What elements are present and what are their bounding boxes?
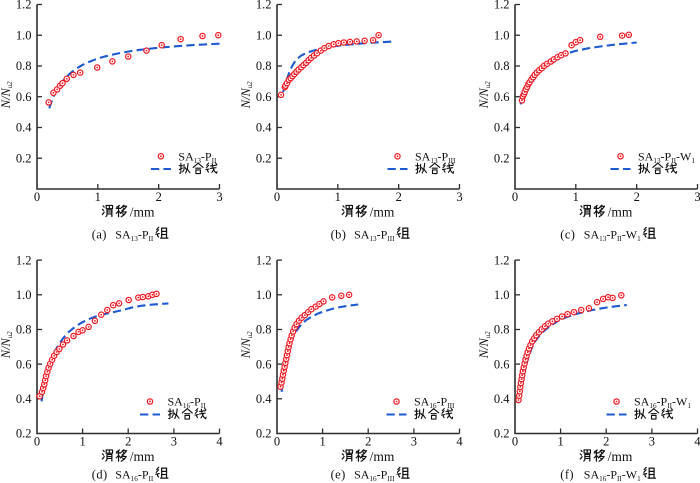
svg-text:0: 0: [34, 435, 40, 449]
svg-text:0.8: 0.8: [256, 59, 272, 73]
svg-text:(f): (f): [560, 468, 574, 482]
svg-text:2: 2: [634, 190, 640, 204]
svg-text:0.8: 0.8: [494, 323, 510, 337]
svg-text:/mm: /mm: [370, 449, 395, 464]
svg-text:1.0: 1.0: [256, 29, 272, 43]
svg-text:1: 1: [557, 435, 563, 449]
svg-text:0.8: 0.8: [16, 59, 32, 73]
svg-text:0.6: 0.6: [16, 90, 32, 104]
svg-text:0: 0: [512, 435, 518, 449]
svg-text:0: 0: [274, 190, 280, 204]
svg-text:0.8: 0.8: [16, 323, 32, 337]
svg-text:/mm: /mm: [608, 205, 633, 220]
svg-text:0.6: 0.6: [256, 90, 272, 104]
svg-text:(e): (e): [331, 468, 346, 482]
svg-text:0.4: 0.4: [16, 392, 32, 406]
svg-text:3: 3: [171, 435, 177, 449]
svg-text:(d): (d): [92, 468, 108, 482]
svg-text:SA13​-PIII​: SA13​-PIII​: [354, 228, 395, 243]
svg-text:SA16​-PII​-W1​: SA16​-PII​-W1​: [584, 468, 641, 483]
svg-text:1.2: 1.2: [494, 253, 510, 267]
svg-text:0.4: 0.4: [16, 121, 32, 135]
svg-text:1: 1: [573, 190, 579, 204]
svg-text:0: 0: [274, 435, 280, 449]
svg-text:1.2: 1.2: [256, 0, 272, 12]
svg-text:(b): (b): [331, 228, 347, 242]
svg-text:SA13​-PII​-W1​: SA13​-PII​-W1​: [584, 228, 641, 243]
svg-text:SA13​-PII​-W1​: SA13​-PII​-W1​: [638, 150, 695, 165]
svg-text:0.6: 0.6: [494, 90, 510, 104]
svg-text:0.8: 0.8: [256, 323, 272, 337]
svg-text:0.4: 0.4: [494, 121, 510, 135]
svg-text:SA16​-PII​-W1​: SA16​-PII​-W1​: [634, 395, 691, 410]
svg-text:SA16​-PIII​: SA16​-PIII​: [354, 468, 395, 483]
svg-text:0.6: 0.6: [494, 357, 510, 371]
svg-text:SA16​-PIII​: SA16​-PIII​: [414, 395, 455, 410]
svg-text:/mm: /mm: [608, 449, 633, 464]
svg-text:4: 4: [216, 435, 223, 449]
svg-text:3: 3: [456, 190, 462, 204]
svg-text:3: 3: [216, 190, 222, 204]
svg-text:/mm: /mm: [130, 205, 155, 220]
svg-text:1.0: 1.0: [494, 29, 510, 43]
svg-text:0.4: 0.4: [256, 392, 272, 406]
svg-text:1.2: 1.2: [16, 253, 32, 267]
svg-text:SA13​-PII​: SA13​-PII​: [115, 228, 154, 243]
svg-text:2: 2: [603, 435, 609, 449]
svg-text:0.2: 0.2: [16, 151, 32, 165]
svg-text:/mm: /mm: [370, 205, 395, 220]
svg-text:1.0: 1.0: [494, 288, 510, 302]
svg-text:0.2: 0.2: [256, 427, 272, 441]
svg-text:1: 1: [79, 435, 85, 449]
svg-text:SA16​-PII​: SA16​-PII​: [168, 395, 207, 410]
svg-text:2: 2: [365, 435, 371, 449]
svg-text:1.0: 1.0: [16, 288, 32, 302]
svg-text:0: 0: [512, 190, 518, 204]
svg-text:0.8: 0.8: [494, 59, 510, 73]
svg-text:2: 2: [156, 190, 162, 204]
svg-text:0.6: 0.6: [16, 357, 32, 371]
svg-text:0: 0: [34, 190, 40, 204]
svg-text:4: 4: [694, 435, 700, 449]
svg-text:(c): (c): [560, 228, 575, 242]
svg-text:3: 3: [411, 435, 417, 449]
svg-text:1.2: 1.2: [256, 253, 272, 267]
svg-text:1.2: 1.2: [494, 0, 510, 12]
svg-text:0.2: 0.2: [16, 427, 32, 441]
svg-text:SA13​-PII​: SA13​-PII​: [178, 150, 217, 165]
svg-text:/mm: /mm: [130, 449, 155, 464]
svg-text:1.0: 1.0: [16, 29, 32, 43]
svg-text:2: 2: [396, 190, 402, 204]
svg-text:1: 1: [95, 190, 101, 204]
svg-text:0.4: 0.4: [494, 392, 510, 406]
svg-text:4: 4: [456, 435, 463, 449]
svg-text:0.2: 0.2: [494, 427, 510, 441]
svg-text:3: 3: [649, 435, 655, 449]
svg-text:2: 2: [125, 435, 131, 449]
svg-text:SA16​-PII​: SA16​-PII​: [115, 468, 154, 483]
svg-text:0.2: 0.2: [494, 151, 510, 165]
svg-text:3: 3: [694, 190, 700, 204]
svg-text:(a): (a): [92, 228, 107, 242]
svg-text:SA13​-PIII​: SA13​-PIII​: [415, 150, 456, 165]
svg-text:1.2: 1.2: [16, 0, 32, 12]
svg-text:0.6: 0.6: [256, 357, 272, 371]
svg-text:1.0: 1.0: [256, 288, 272, 302]
svg-text:1: 1: [319, 435, 325, 449]
svg-text:1: 1: [335, 190, 341, 204]
svg-text:0.4: 0.4: [256, 121, 272, 135]
svg-text:0.2: 0.2: [256, 151, 272, 165]
